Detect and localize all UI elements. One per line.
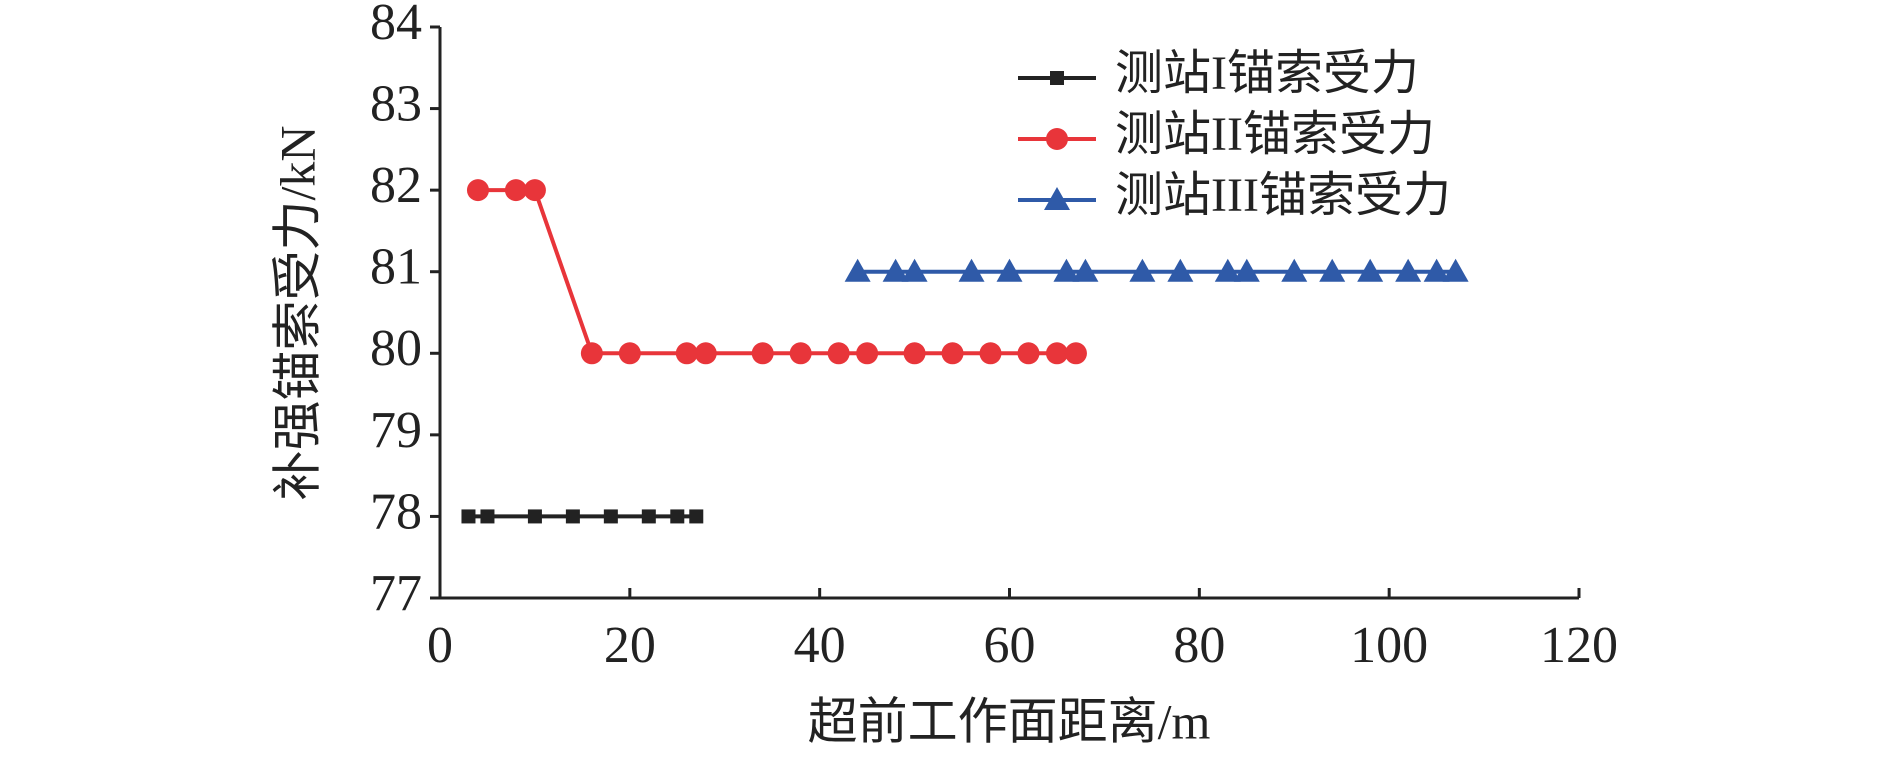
marker — [1319, 258, 1346, 282]
marker — [844, 258, 871, 282]
y-tick-label: 78 — [370, 483, 422, 540]
marker — [901, 258, 928, 282]
marker — [603, 509, 618, 524]
x-tick-label: 120 — [1540, 617, 1618, 674]
y-tick-label: 81 — [370, 239, 422, 296]
marker — [856, 342, 879, 365]
marker — [751, 342, 774, 365]
legend-label: 测站II锚索受力 — [1115, 108, 1435, 161]
marker — [1064, 342, 1087, 365]
legend-marker — [1044, 187, 1070, 210]
marker — [1423, 258, 1450, 282]
marker — [882, 258, 909, 282]
marker — [461, 509, 476, 524]
x-tick-label: 20 — [604, 617, 656, 674]
marker — [1129, 258, 1156, 282]
x-tick-label: 100 — [1350, 617, 1428, 674]
y-tick-label: 84 — [370, 0, 422, 51]
marker — [1442, 258, 1469, 282]
marker — [694, 342, 717, 365]
legend-label: 测站III锚索受力 — [1115, 169, 1451, 222]
marker — [941, 342, 964, 365]
legend-marker — [1046, 128, 1068, 150]
marker — [1214, 258, 1241, 282]
marker — [670, 509, 685, 524]
marker — [1357, 258, 1384, 282]
marker — [1395, 258, 1422, 282]
marker — [480, 509, 495, 524]
marker — [523, 179, 546, 202]
marker — [641, 509, 656, 524]
x-tick-label: 60 — [984, 617, 1036, 674]
marker — [1167, 258, 1194, 282]
y-tick-label: 82 — [370, 157, 422, 214]
marker — [1017, 342, 1040, 365]
marker — [675, 342, 698, 365]
marker — [958, 258, 985, 282]
marker — [504, 179, 527, 202]
marker — [996, 258, 1023, 282]
y-tick-label: 83 — [370, 76, 422, 133]
marker — [689, 509, 704, 524]
y-tick-label: 79 — [370, 402, 422, 459]
legend-marker — [1050, 71, 1064, 85]
marker — [466, 179, 489, 202]
marker — [827, 342, 850, 365]
marker — [618, 342, 641, 365]
marker — [527, 509, 542, 524]
marker — [1233, 258, 1260, 282]
x-tick-label: 0 — [427, 617, 453, 674]
marker — [1045, 342, 1068, 365]
marker — [1072, 258, 1099, 282]
marker — [903, 342, 926, 365]
marker — [565, 509, 580, 524]
marker — [979, 342, 1002, 365]
y-axis-title: 补强锚索受力/kN — [269, 126, 325, 501]
y-tick-label: 80 — [370, 320, 422, 377]
marker — [789, 342, 812, 365]
marker — [580, 342, 603, 365]
marker — [1053, 258, 1080, 282]
x-tick-label: 80 — [1173, 617, 1225, 674]
marker — [1281, 258, 1308, 282]
legend-label: 测站I锚索受力 — [1115, 47, 1419, 100]
y-tick-label: 77 — [370, 565, 422, 622]
x-tick-label: 40 — [794, 617, 846, 674]
x-axis-title: 超前工作面距离/m — [808, 693, 1211, 749]
